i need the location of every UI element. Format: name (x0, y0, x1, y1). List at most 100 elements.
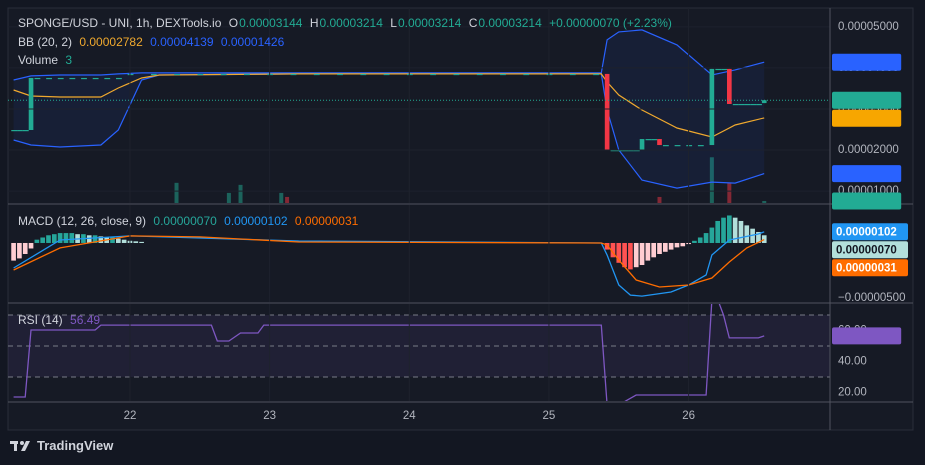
candle-body (750, 103, 757, 106)
price-badge (832, 109, 902, 127)
candle-body (197, 73, 204, 76)
volume-bar (762, 200, 767, 203)
candle-body (22, 130, 29, 132)
candle-body (92, 77, 99, 80)
ohlc-key: L (390, 16, 397, 30)
candle-body (628, 150, 634, 152)
volume-bar (226, 192, 231, 203)
candle-body (709, 68, 715, 146)
candle-body (267, 73, 274, 76)
price-badge-label: 0.00000102 (836, 226, 897, 238)
candle-body (220, 73, 227, 76)
y-tick-label: 40.00 (838, 356, 867, 368)
macd-histogram-bar (657, 242, 662, 254)
macd-histogram-bar (22, 242, 28, 254)
candle-body (46, 77, 52, 80)
rsi-legend: RSI (14) 56.49 (18, 313, 104, 327)
candle-body (104, 77, 111, 80)
macd-histogram-bar (610, 242, 616, 258)
x-tick-label: 23 (263, 410, 276, 422)
ohlc-value: 0.00003214 (397, 16, 462, 30)
macd-histogram-bar (692, 240, 697, 243)
macd-line (13, 231, 765, 297)
rsi-name: RSI (14) (18, 313, 63, 327)
candle-body (453, 73, 460, 76)
candle-body (761, 100, 767, 104)
rsi-line (13, 304, 765, 401)
macd-histogram-bar (709, 227, 715, 243)
candle-body (406, 73, 413, 76)
x-tick-label: 24 (403, 410, 416, 422)
macd-histogram-bar (616, 242, 622, 263)
candle-body (34, 77, 41, 80)
candle-body (150, 73, 157, 76)
volume-name: Volume (18, 53, 59, 67)
volume-bar (174, 182, 179, 203)
candle-body (610, 150, 617, 152)
macd-histogram-bar (732, 217, 738, 243)
candle-body (116, 77, 122, 80)
macd-histogram-bar (761, 235, 767, 243)
macd-histogram-bar (133, 241, 139, 243)
price-badge (832, 241, 908, 259)
macd-legend: MACD (12, 26, close, 9) 0.00000070 0.000… (18, 214, 362, 228)
macd-histogram-bar (756, 231, 761, 243)
macd-histogram-bar (633, 242, 639, 268)
ohlc-value: 0.00003144 (239, 16, 303, 30)
price-badge (832, 165, 902, 183)
rsi-band (8, 315, 830, 377)
candle-body (686, 145, 693, 147)
macd-value: 0.00000070 (153, 214, 217, 228)
x-tick-label: 22 (124, 410, 137, 422)
candle-body (290, 73, 297, 76)
macd-pane (11, 215, 767, 297)
candle-body (313, 73, 320, 76)
macd-histogram-bar (63, 233, 69, 243)
macd-histogram-bar (92, 235, 98, 243)
macd-histogram-bar (110, 237, 115, 243)
macd-histogram-bar (86, 235, 92, 243)
ohlc-key: C (468, 16, 478, 30)
candle-body (721, 68, 728, 71)
chart-frame (7, 7, 914, 431)
macd-histogram-bar (116, 238, 121, 243)
x-tick-label: 26 (682, 410, 695, 422)
candle-body (476, 73, 483, 76)
ohlc-value: 0.00003214 (478, 16, 542, 30)
candle-body (337, 73, 343, 76)
volume-value: 3 (65, 53, 73, 67)
macd-histogram-bar (17, 242, 22, 259)
candle-body (662, 145, 669, 147)
macd-histogram-bar (662, 242, 668, 252)
macd-histogram-bar (51, 234, 57, 243)
x-tick-label: 25 (543, 410, 556, 422)
candle-body (732, 103, 739, 106)
candle-body (622, 150, 629, 152)
volume-bar (657, 196, 662, 203)
candle-body (697, 145, 704, 147)
macd-histogram-bar (11, 242, 16, 261)
macd-histogram-bar (703, 233, 709, 243)
macd-histogram-bar (28, 242, 34, 249)
brand-name: TradingView (37, 438, 114, 453)
macd-histogram-bar (40, 237, 46, 243)
macd-histogram-bar (721, 217, 726, 243)
volume-bar (279, 192, 284, 203)
macd-histogram-bar (628, 242, 633, 270)
y-tick-label: −0.00000500 (838, 292, 905, 304)
candle-body (744, 103, 751, 106)
macd-histogram-bar (651, 242, 657, 258)
y-tick-label: 20.00 (838, 387, 867, 399)
price-badge (832, 192, 902, 210)
candle-body (244, 73, 250, 76)
ohlc-value: 0.00003214 (319, 16, 383, 30)
signal-line (13, 235, 765, 288)
bb-value: 0.00002782 (79, 35, 143, 49)
candle-body (639, 139, 645, 151)
candle-body (727, 68, 732, 104)
macd-histogram-bar (57, 233, 63, 243)
bb-upper (13, 29, 765, 81)
volume-bar (727, 182, 732, 203)
macd-histogram-bar (744, 225, 750, 243)
macd-histogram-bar (727, 215, 732, 243)
